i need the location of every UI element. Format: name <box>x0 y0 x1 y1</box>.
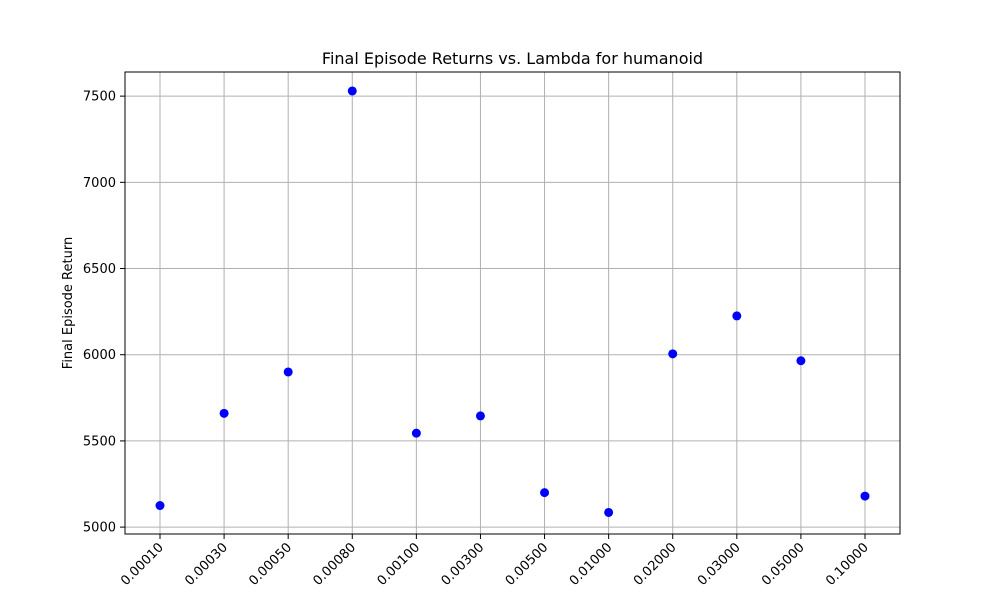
data-points <box>155 86 870 517</box>
y-axis-label: Final Episode Return <box>61 237 76 369</box>
data-point <box>604 507 614 517</box>
data-point <box>668 349 678 359</box>
data-point <box>155 501 165 511</box>
y-axis: 5000 5500 6000 6500 7000 7500 <box>83 90 125 536</box>
data-point <box>475 411 485 421</box>
plot-area-frame <box>124 71 901 535</box>
data-point <box>796 356 806 366</box>
data-point <box>860 491 870 501</box>
y-tick-label: 5500 <box>83 434 116 449</box>
y-tick-label: 6500 <box>83 262 116 277</box>
grid-lines <box>125 72 900 534</box>
data-point <box>411 428 421 438</box>
chart-title: Final Episode Returns vs. Lambda for hum… <box>322 49 703 68</box>
y-tick-label: 5000 <box>83 521 116 536</box>
y-tick-label: 7000 <box>83 176 116 191</box>
y-tick-label: 7500 <box>83 90 116 105</box>
y-tick-label: 6000 <box>83 348 116 363</box>
data-point <box>219 408 229 418</box>
data-point <box>283 367 293 377</box>
data-point <box>347 86 357 96</box>
data-point <box>540 488 550 498</box>
data-point <box>732 311 742 321</box>
